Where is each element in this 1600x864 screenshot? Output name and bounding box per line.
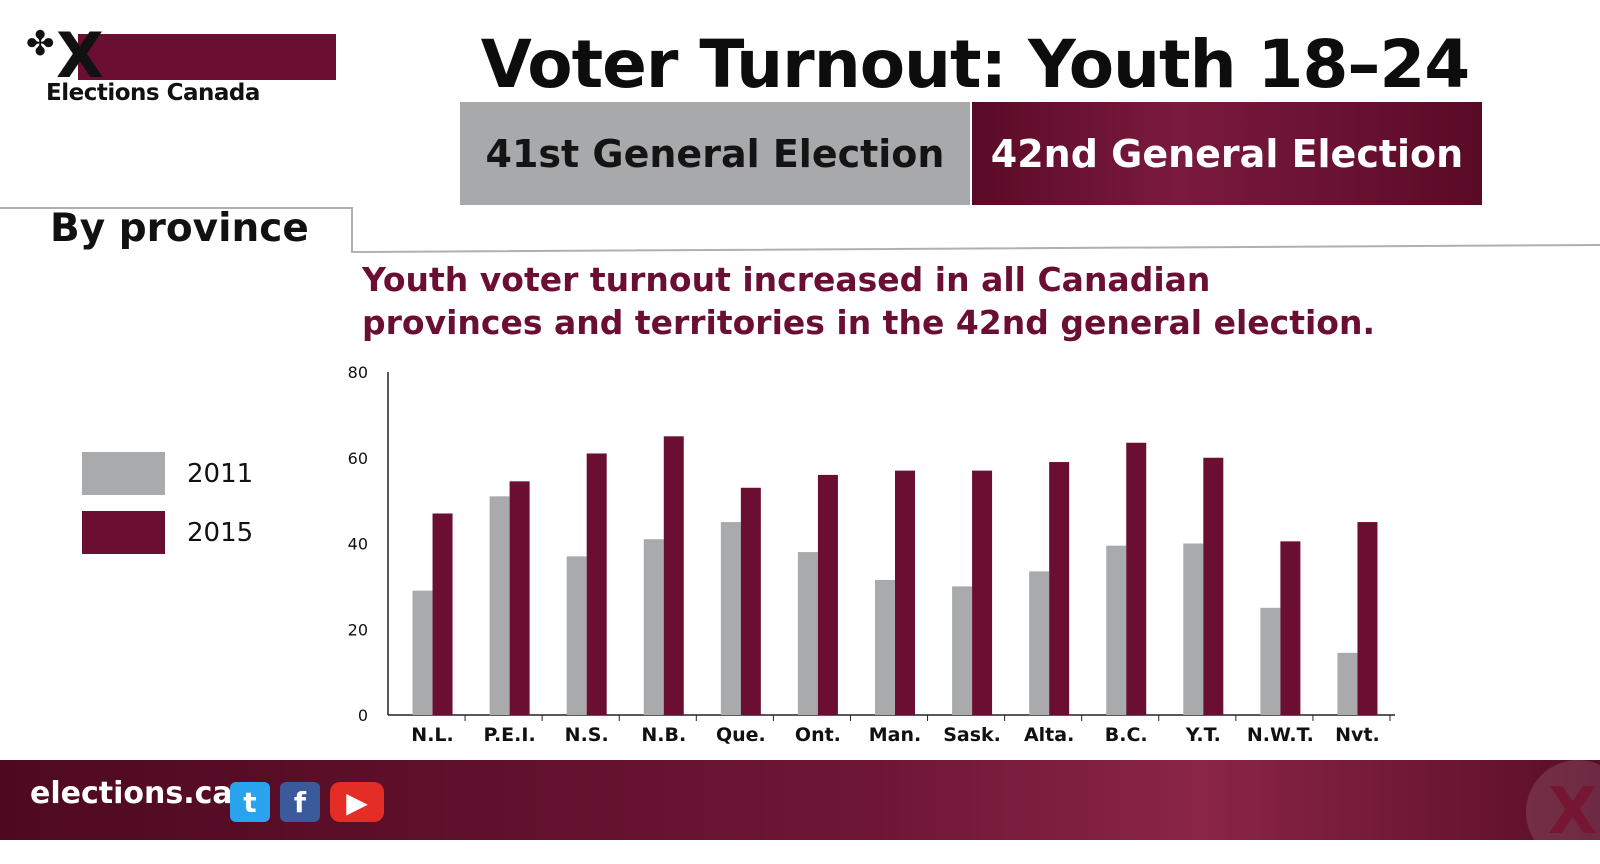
bar-2011-yt (1183, 543, 1204, 715)
footer-bar: elections.ca t f ▶ X (0, 760, 1600, 864)
bar-2015-sask (972, 470, 993, 715)
x-tick-label: Y.T. (1185, 724, 1221, 746)
x-tick-label: Alta. (1024, 724, 1074, 746)
bar-2015-bc (1126, 442, 1147, 715)
legend-item-2011: 2011 (82, 452, 253, 495)
logo-bar (78, 34, 336, 80)
bar-2015-alta (1049, 462, 1070, 715)
bar-2015-yt (1203, 457, 1224, 715)
x-tick-label: N.W.T. (1247, 724, 1314, 746)
x-tick-label: Ont. (795, 724, 841, 746)
bar-2015-nb (663, 436, 684, 715)
chart-headline: Youth voter turnout increased in all Can… (362, 258, 1512, 344)
bar-2015-man (895, 470, 915, 715)
headline-line-2: provinces and territories in the 42nd ge… (362, 303, 1375, 342)
legend-label-2011: 2011 (187, 458, 254, 489)
bar-2011-man (875, 579, 895, 715)
bar-2015-nl (432, 513, 453, 715)
page-title: Voter Turnout: Youth 18–24 (480, 26, 1470, 103)
logo-text: Elections Canada (46, 80, 260, 106)
x-tick-label: Man. (869, 724, 921, 746)
bar-2011-nb (643, 539, 664, 715)
x-tick-label: Que. (716, 724, 766, 746)
footer-url-link[interactable]: elections.ca (30, 776, 233, 811)
bar-2015-pei (509, 481, 530, 715)
legend-item-2015: 2015 (82, 511, 253, 554)
y-tick-label: 80 (348, 363, 368, 382)
bar-2011-nl (412, 590, 433, 715)
x-tick-label: B.C. (1105, 724, 1148, 746)
bar-chart: 0 20 40 60 80 N.L. P.E.I. N.S. N.B. Que. Ont. Man. S… (348, 363, 1395, 746)
elections-canada-logo: ✤ X Elections Canada (26, 19, 336, 110)
bar-2015-nwt (1280, 541, 1301, 715)
bar-2011-sask (952, 586, 973, 715)
bar-2011-nvt (1337, 652, 1358, 715)
x-tick-label: P.E.I. (484, 724, 536, 746)
bar-2015-nvt (1357, 522, 1378, 715)
tab-42nd-general-election[interactable]: 42nd General Election (972, 102, 1482, 205)
chart-legend: 2011 2015 (82, 452, 253, 570)
bar-2011-bc (1106, 545, 1127, 715)
bar-2015-ns (586, 453, 607, 715)
x-tick-label: Sask. (943, 724, 1001, 746)
footer-x-watermark-icon: X (1526, 760, 1600, 864)
legend-label-2015: 2015 (187, 517, 254, 548)
bar-2011-nwt (1260, 607, 1281, 715)
x-tick-label: N.L. (411, 724, 453, 746)
y-tick-label: 0 (358, 706, 368, 725)
section-label: By province (50, 206, 309, 251)
maple-leaf-icon: ✤ (26, 24, 55, 64)
bar-2011-que (720, 522, 741, 715)
twitter-icon[interactable]: t (230, 782, 270, 822)
bar-2011-alta (1029, 571, 1050, 715)
bar-2011-ont (797, 552, 818, 715)
logo-x-mark: X (56, 19, 104, 92)
x-tick-label: N.S. (565, 724, 609, 746)
bar-2015-ont (817, 474, 838, 715)
facebook-icon[interactable]: f (280, 782, 320, 822)
x-tick-label: Nvt. (1335, 724, 1380, 746)
youtube-icon[interactable]: ▶ (330, 782, 384, 822)
headline-line-1: Youth voter turnout increased in all Can… (362, 260, 1211, 299)
x-tick-label: N.B. (641, 724, 686, 746)
y-tick-label: 20 (348, 620, 368, 639)
bar-2011-pei (489, 496, 510, 715)
bar-2011-ns (566, 556, 587, 715)
section-divider (0, 207, 1600, 254)
bar-2015-que (740, 487, 761, 715)
legend-swatch-2011 (82, 452, 165, 495)
legend-swatch-2015 (82, 511, 165, 554)
y-tick-label: 40 (348, 535, 368, 554)
tab-41st-general-election[interactable]: 41st General Election (460, 102, 970, 205)
y-tick-label: 60 (348, 449, 368, 468)
